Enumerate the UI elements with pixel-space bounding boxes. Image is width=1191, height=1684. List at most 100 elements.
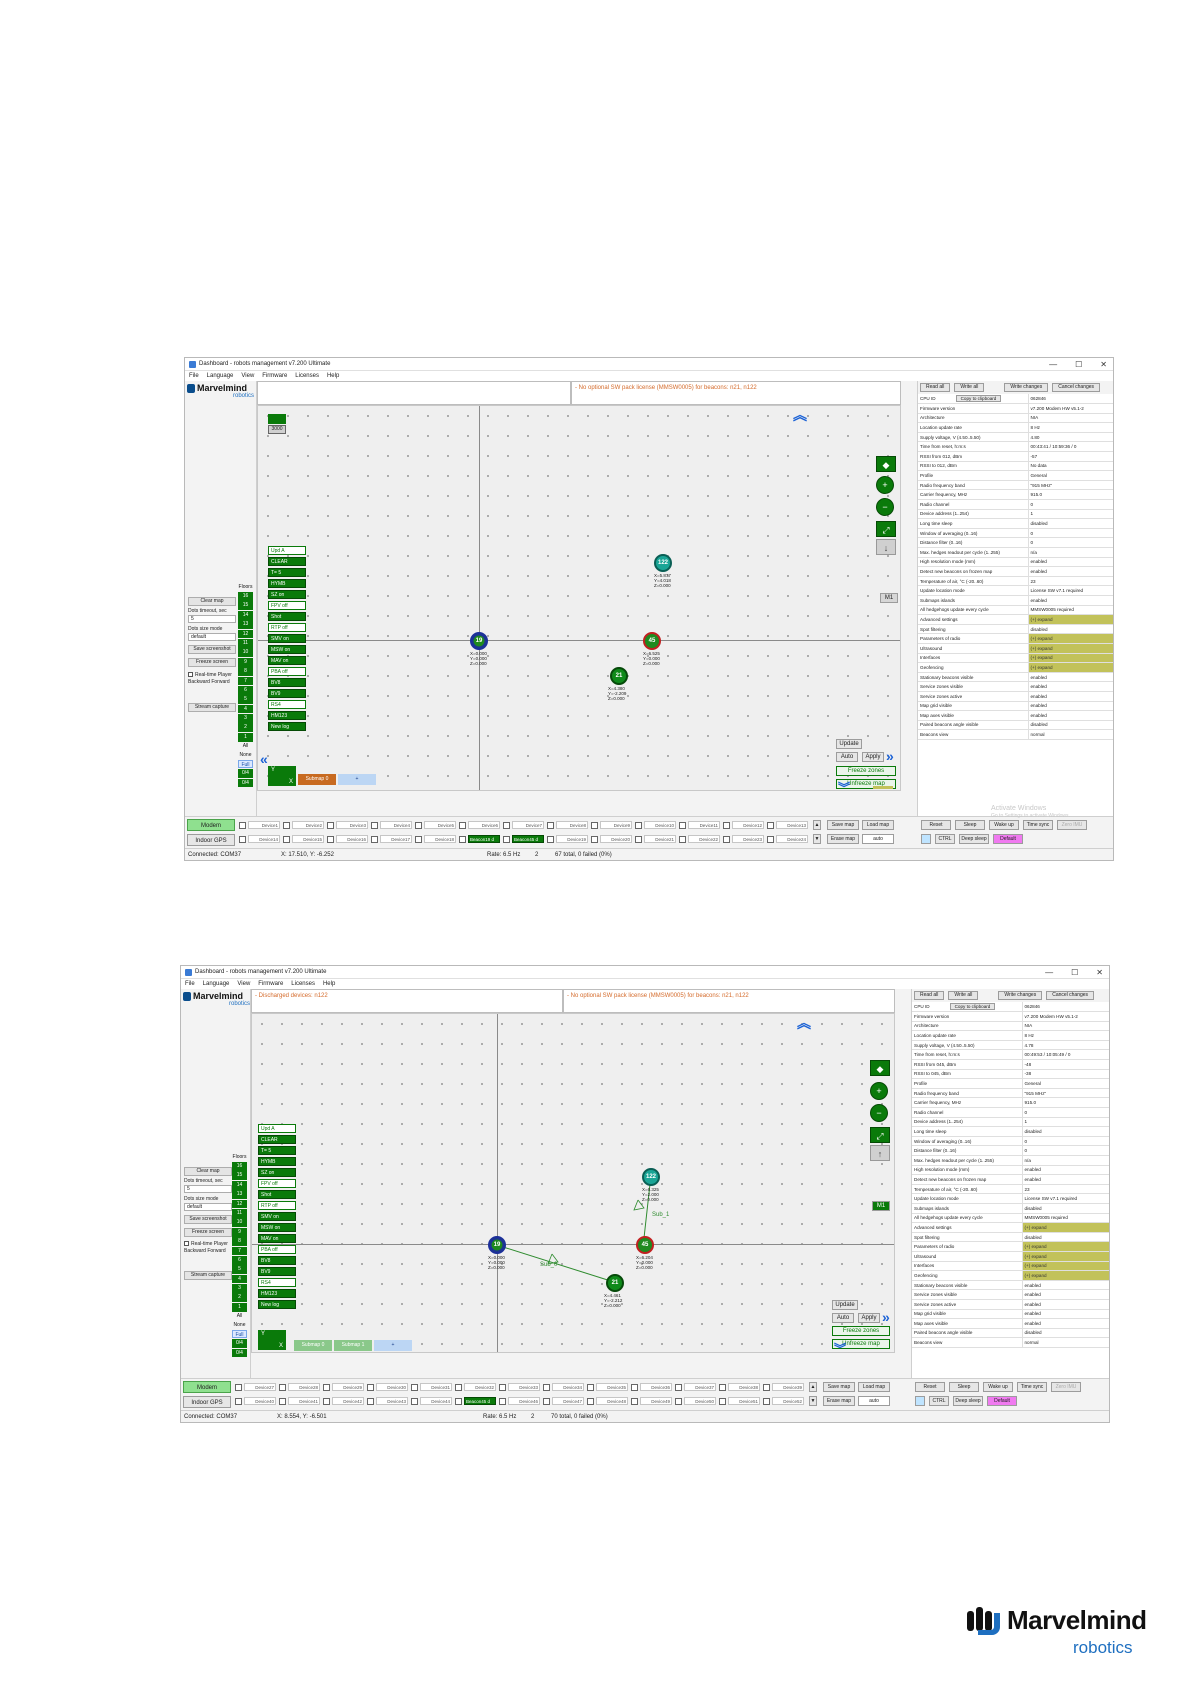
property-value[interactable]: enabled [1028,566,1113,577]
device-slot[interactable]: Device14 [239,834,283,844]
floor-none-button[interactable]: None [238,751,253,760]
floor-1[interactable]: 1 [232,1302,247,1312]
indoor-gps-button[interactable]: Indoor GPS [187,834,235,846]
device-checkbox[interactable] [235,1397,242,1405]
property-value[interactable]: NIA [1028,413,1113,424]
modem-button[interactable]: Modem [187,819,235,831]
device-slot[interactable]: Device40 [235,1396,279,1406]
property-value[interactable]: enabled [1028,681,1113,692]
property-row[interactable]: Interfaces (+) expand [912,1261,1109,1272]
property-row[interactable]: Supply voltage, V (4.50..5.50) 4.78 [912,1040,1109,1051]
property-row[interactable]: RSSI to 045, dBm -38 [912,1069,1109,1080]
device-checkbox[interactable] [719,1397,726,1405]
device-slot[interactable]: Device31 [411,1382,455,1392]
chevron-down-icon[interactable]: ︾ [838,781,851,791]
maximize-button[interactable]: ☐ [1075,360,1083,369]
property-value[interactable]: enabled [1022,1299,1109,1310]
property-value[interactable]: (+) expand [1028,614,1113,625]
property-row[interactable]: Map axes visible enabled [912,1318,1109,1329]
zero-imu-button[interactable]: Zero IMU [1051,1382,1081,1392]
map-btn-upd-a[interactable]: Upd A [258,1124,296,1133]
device-slot[interactable]: Device19 [547,834,591,844]
property-value[interactable]: 8 Hz [1022,1030,1109,1041]
property-value[interactable]: disabled [1022,1328,1109,1339]
device-slot[interactable]: Device21 [635,834,679,844]
freeze-zones-button[interactable]: Freeze zones [832,1326,890,1336]
device-slot[interactable]: Device8 [547,820,591,830]
property-row[interactable]: Advanced settings (+) expand [912,1222,1109,1233]
property-row[interactable]: Stationary beacons visible enabled [912,1280,1109,1291]
sleep-button[interactable]: Sleep [949,1382,979,1392]
property-value[interactable]: v7.200 Modem HW v5.1-2 [1022,1011,1109,1022]
copy-to-clipboard-button[interactable]: Copy to clipboard [949,1003,996,1011]
property-row[interactable]: Firmware version v7.200 Modem HW v5.1-2 [918,403,1113,414]
floor-none-button[interactable]: None [232,1321,247,1330]
auto-button[interactable]: Auto [832,1313,854,1323]
menu-language[interactable]: Language [206,373,234,379]
map-btn-fpv-off[interactable]: FPV off [268,601,306,610]
floor-3[interactable]: 3 [232,1284,247,1293]
device-slot[interactable]: Device51 [719,1396,763,1406]
floor-5[interactable]: 5 [238,695,253,705]
move-map-icon[interactable]: ◆ [870,1060,890,1076]
map-canvas[interactable]: Sub_0 Sub_1 Upd A CLEAR T= 5 HYMB SZ on … [251,1013,895,1353]
map-btn-t5[interactable]: T= 5 [258,1146,296,1155]
property-value[interactable]: enabled [1028,710,1113,721]
submap-0-tab[interactable]: Submap 0 [294,1340,332,1351]
property-value[interactable]: -48 [1022,1059,1109,1070]
property-value[interactable]: (+) expand [1022,1241,1109,1252]
wake-up-button[interactable]: Wake up [983,1382,1013,1392]
device-checkbox[interactable] [327,835,334,843]
wake-up-button[interactable]: Wake up [989,820,1019,830]
chevron-up-icon[interactable]: ︽ [793,407,807,423]
m1-button[interactable]: M1 [872,1201,890,1211]
property-row[interactable]: Beacons view normal [912,1337,1109,1348]
property-row[interactable]: Submaps islands disabled [912,1203,1109,1214]
property-value[interactable]: 4.80 [1028,432,1113,443]
property-value[interactable]: enabled [1022,1309,1109,1320]
property-value[interactable]: No data [1028,461,1113,472]
floor-extra-1[interactable]: 0/4 [232,1339,247,1349]
device-slot[interactable]: Device37 [675,1382,719,1392]
property-value[interactable]: 00:43:41 / 10:59:36 / 0 [1028,441,1113,453]
property-row[interactable]: Service zones visible enabled [912,1289,1109,1300]
property-row[interactable]: High resolution mode (mm) enabled [912,1165,1109,1176]
map-btn-smv-on[interactable]: SMV on [268,634,306,643]
property-value[interactable]: "915 MHz" [1028,480,1113,491]
map-btn-smv-on[interactable]: SMV on [258,1212,296,1221]
property-value[interactable]: License SW v7.1 required [1028,585,1113,596]
device-checkbox[interactable] [635,821,642,829]
submap-1-tab[interactable]: Submap 1 [334,1340,372,1351]
beacon-122[interactable]: 122 [642,1168,660,1186]
device-checkbox[interactable] [587,1383,594,1391]
device-slot[interactable]: Device49 [631,1396,675,1406]
stream-capture-button[interactable]: Stream capture [184,1271,232,1280]
floor-9[interactable]: 9 [238,657,253,667]
device-checkbox[interactable] [411,1383,418,1391]
arrow-down-icon[interactable]: ↓ [876,539,896,555]
property-value[interactable]: -38 [1022,1069,1109,1080]
map-btn-rtp-off[interactable]: RTP off [258,1201,296,1210]
device-slot[interactable]: Device16 [327,834,371,844]
add-submap-tab[interactable]: + [338,774,376,785]
device-slot[interactable]: Device12 [723,820,767,830]
property-value[interactable]: disabled [1022,1203,1109,1214]
dots-timeout-input[interactable]: 5 [188,615,236,623]
property-row[interactable]: Profile General [918,470,1113,481]
indoor-gps-button[interactable]: Indoor GPS [183,1396,231,1408]
floor-5[interactable]: 5 [232,1265,247,1275]
device-checkbox[interactable] [279,1383,286,1391]
map-mode-select[interactable]: auto [858,1396,890,1406]
default-button[interactable]: Default [993,834,1023,844]
property-row[interactable]: RSSI from 045, dBm -48 [912,1059,1109,1070]
property-row[interactable]: Map axes visible enabled [918,710,1113,721]
property-value[interactable]: (+) expand [1028,662,1113,673]
property-value[interactable]: enabled [1022,1318,1109,1329]
property-value[interactable]: 0 [1022,1107,1109,1118]
device-checkbox[interactable] [767,835,774,843]
m1-button[interactable]: M1 [880,593,898,603]
property-row[interactable]: Max. hedges readout per cycle (1..255) n/… [918,547,1113,558]
color-swatch[interactable] [915,1396,925,1406]
device-slot[interactable]: Device11 [679,820,723,830]
map-btn-hm123[interactable]: HM123 [268,711,306,720]
